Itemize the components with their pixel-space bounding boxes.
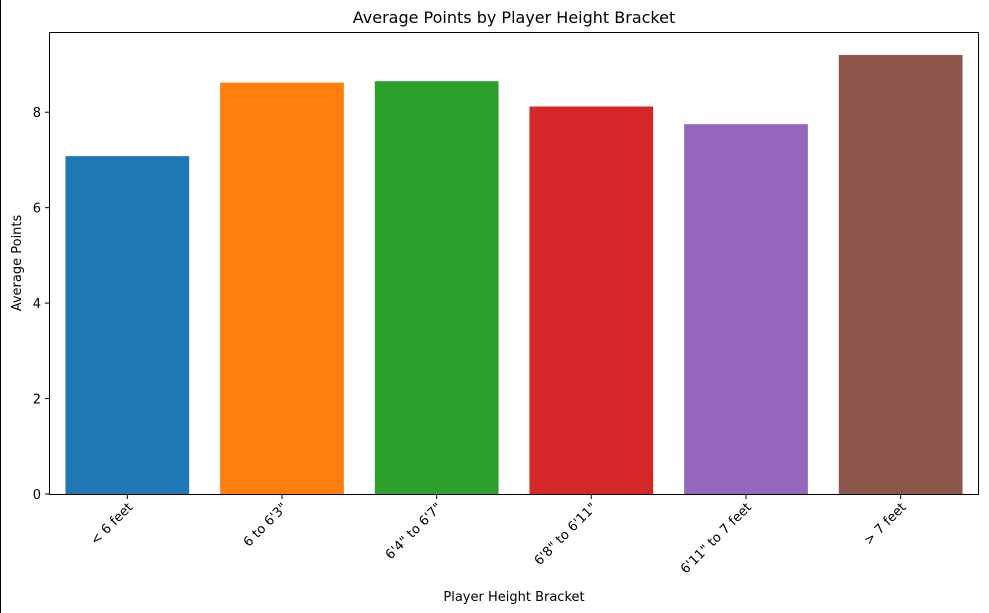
bar xyxy=(65,156,190,495)
bars-group xyxy=(65,54,963,495)
bar xyxy=(529,106,654,495)
bar xyxy=(838,54,963,494)
bar xyxy=(374,81,499,494)
bar xyxy=(220,82,344,494)
y-tick-label: 0 xyxy=(33,488,41,503)
y-tick-label: 4 xyxy=(33,297,41,312)
chart-title: Average Points by Player Height Bracket xyxy=(353,8,675,27)
bar xyxy=(684,124,808,495)
plot-area-frame xyxy=(49,32,979,495)
y-tick-label: 2 xyxy=(33,393,41,408)
x-axis-label: Player Height Bracket xyxy=(443,590,584,605)
y-tick-label: 6 xyxy=(33,202,41,217)
y-tick-label: 8 xyxy=(33,106,41,121)
y-axis-label: Average Points xyxy=(10,214,25,311)
